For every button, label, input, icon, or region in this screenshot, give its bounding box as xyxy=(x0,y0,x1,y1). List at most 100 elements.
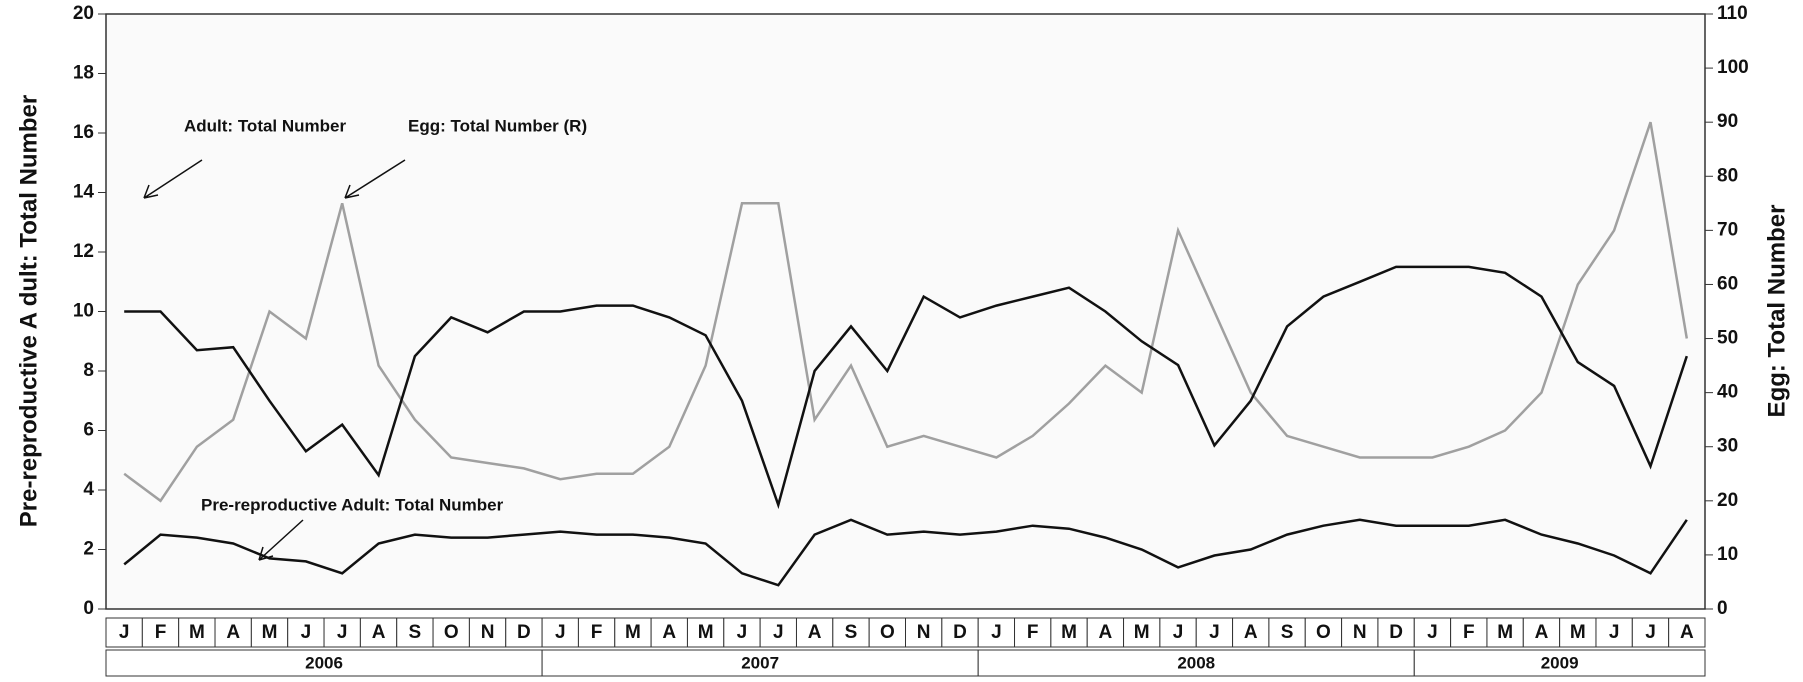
x-tick-label: A xyxy=(372,622,386,643)
y-axis-label: Pre-reproductive A dult: Total Number xyxy=(15,95,42,527)
x-tick-label: A xyxy=(1680,622,1694,643)
month-cell xyxy=(1014,617,1052,648)
month-cell xyxy=(1668,617,1706,648)
y-tick-label: 4 xyxy=(83,479,94,500)
series-line xyxy=(123,518,1688,587)
month-cell xyxy=(795,617,834,648)
x-tick-label: J xyxy=(555,622,566,643)
x-tick-label: M xyxy=(1061,622,1077,643)
month-cell xyxy=(1050,617,1088,648)
x-tick-label: S xyxy=(845,622,858,643)
x-tick-label: F xyxy=(591,622,603,643)
x-tick-label: S xyxy=(409,622,422,643)
x-tick-label: O xyxy=(1316,622,1331,643)
x-tick-label: O xyxy=(880,622,895,643)
month-cell xyxy=(1559,617,1597,648)
annotation-arrows xyxy=(143,159,406,561)
year-label: 2006 xyxy=(305,653,343,672)
month-cell xyxy=(141,617,180,648)
month-cell xyxy=(214,617,252,648)
x-tick-label: M xyxy=(1134,622,1150,643)
plot-area xyxy=(105,13,1706,610)
y-tick-label: 6 xyxy=(83,420,94,441)
y2-tick-label: 80 xyxy=(1717,165,1738,186)
month-cell xyxy=(250,617,289,648)
year-cell xyxy=(1413,649,1706,677)
x-tick-label: M xyxy=(262,622,278,643)
x-tick-label: A xyxy=(1099,622,1113,643)
x-tick-label: A xyxy=(226,622,240,643)
month-cell xyxy=(1631,617,1670,648)
annotation: Egg: Total Number (R) xyxy=(408,116,587,135)
x-tick-label: N xyxy=(1353,622,1367,643)
x-tick-label: J xyxy=(773,622,784,643)
x-tick-label: N xyxy=(481,622,495,643)
month-cell xyxy=(1232,617,1270,648)
x-tick-label: O xyxy=(444,622,459,643)
x-tick-label: J xyxy=(301,622,312,643)
y-tick-label: 18 xyxy=(73,63,94,84)
y2-tick-label: 90 xyxy=(1717,111,1738,132)
month-cell xyxy=(686,617,725,648)
x-tick-label: J xyxy=(1209,622,1220,643)
month-cell xyxy=(1377,617,1415,648)
y2-tick-label: 70 xyxy=(1717,219,1738,240)
y2-tick-label: 10 xyxy=(1717,544,1738,565)
x-tick-label: F xyxy=(155,622,167,643)
month-cell xyxy=(832,617,870,648)
month-cell xyxy=(1123,617,1161,648)
y-tick-label: 20 xyxy=(73,3,94,24)
y2-axis-label: Egg: Total Number xyxy=(1763,205,1790,418)
x-tick-label: M xyxy=(1570,622,1586,643)
x-tick-label: J xyxy=(1609,622,1620,643)
y-tick-label: 14 xyxy=(73,182,95,203)
month-cell xyxy=(905,617,943,648)
x-tick-label: F xyxy=(1463,622,1475,643)
x-tick-label: N xyxy=(917,622,931,643)
month-cell xyxy=(1159,617,1197,648)
x-tick-label: M xyxy=(625,622,641,643)
x-tick-label: J xyxy=(737,622,748,643)
y-tick-label: 16 xyxy=(73,122,94,143)
year-cell xyxy=(541,649,979,677)
x-tick-label: D xyxy=(1389,622,1403,643)
y2-tick-label: 40 xyxy=(1717,382,1738,403)
y2-tick-label: 100 xyxy=(1717,57,1749,78)
month-cell xyxy=(723,617,761,648)
y2-tick-label: 30 xyxy=(1717,436,1738,457)
x-tick-label: D xyxy=(517,622,531,643)
series-line xyxy=(124,265,1688,510)
year-label: 2008 xyxy=(1177,653,1215,672)
series-line xyxy=(123,121,1689,503)
month-cell xyxy=(977,617,1016,648)
x-tick-label: J xyxy=(1645,622,1656,643)
month-cell xyxy=(468,617,507,648)
annotation: Adult: Total Number xyxy=(184,116,346,135)
x-tick-label: M xyxy=(698,622,714,643)
month-cell xyxy=(505,617,543,648)
x-tick-label: A xyxy=(1244,622,1258,643)
x-tick-label: S xyxy=(1281,622,1294,643)
month-cell xyxy=(323,617,361,648)
x-tick-label: D xyxy=(953,622,967,643)
x-tick-label: A xyxy=(1535,622,1549,643)
year-cell xyxy=(105,649,543,677)
y2-tick-label: 50 xyxy=(1717,328,1738,349)
y-tick-label: 2 xyxy=(83,539,94,560)
x-tick-label: M xyxy=(1497,622,1513,643)
month-cell xyxy=(1195,617,1234,648)
month-cell xyxy=(868,617,907,648)
y2-tick-label: 60 xyxy=(1717,273,1738,294)
month-cell xyxy=(1304,617,1343,648)
year-label: 2007 xyxy=(741,653,779,672)
month-cell xyxy=(941,617,979,648)
x-tick-label: J xyxy=(991,622,1002,643)
x-tick-label: J xyxy=(1173,622,1184,643)
x-tick-label: J xyxy=(337,622,348,643)
month-cell xyxy=(178,617,216,648)
month-cell xyxy=(1341,617,1379,648)
month-cell xyxy=(359,617,398,648)
month-cell xyxy=(1413,617,1452,648)
y2-tick-label: 110 xyxy=(1717,3,1748,24)
x-tick-label: F xyxy=(1027,622,1039,643)
